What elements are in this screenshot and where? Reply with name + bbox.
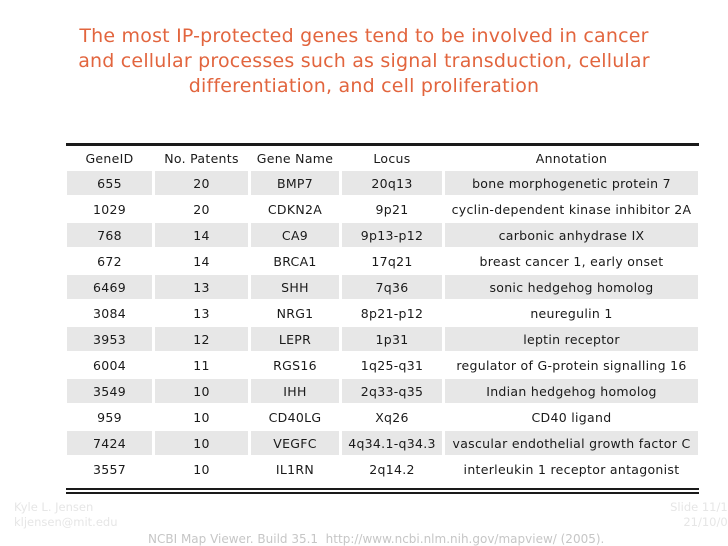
table-cell: 7424 <box>67 431 152 455</box>
table-cell: 20 <box>193 201 210 217</box>
table-cell: 9p13-p12 <box>342 223 442 247</box>
table-cell: CA9 <box>251 223 339 247</box>
table-cell: 20 <box>155 171 248 195</box>
citation-ncbi: NCBI Map Viewer. Build 35.1 http://www.n… <box>148 532 605 546</box>
table-cell: VEGFC <box>251 431 339 455</box>
table-cell: carbonic anhydrase IX <box>445 223 698 247</box>
table-cell: 9p21 <box>375 201 409 217</box>
table-row: 3953 12 LEPR 1p31 leptin receptor <box>67 327 698 351</box>
table-row: 959 10 CD40LG Xq26 CD40 ligand <box>67 405 698 429</box>
table-cell: 672 <box>97 253 122 269</box>
table-bottom-rule <box>66 488 699 494</box>
table-cell: IHH <box>251 379 339 403</box>
col-header-gene-name: Gene Name <box>256 151 334 166</box>
table-cell: sonic hedgehog homolog <box>445 275 698 299</box>
table-cell: neuregulin 1 <box>530 305 613 321</box>
table-cell: 13 <box>155 275 248 299</box>
table-cell: SHH <box>251 275 339 299</box>
table-cell: CD40LG <box>268 409 322 425</box>
table-cell: 10 <box>193 409 210 425</box>
table-cell: 1q25-q31 <box>360 357 424 373</box>
table-cell: regulator of G-protein signalling 16 <box>456 357 687 373</box>
col-header-annotation: Annotation <box>535 151 608 166</box>
table-cell: 10 <box>193 461 210 477</box>
table-cell: IL1RN <box>275 461 315 477</box>
author-email: kljensen@mit.edu <box>14 515 118 529</box>
title-line-3: differentiation, and cell proliferation <box>188 75 540 97</box>
table-cell: 14 <box>155 223 248 247</box>
col-header-locus: Locus <box>373 151 411 166</box>
table-cell: 959 <box>97 409 122 425</box>
table-cell: 2q14.2 <box>369 461 415 477</box>
table-cell: 8p21-p12 <box>360 305 424 321</box>
table-cell: leptin receptor <box>445 327 698 351</box>
table-row: 6469 13 SHH 7q36 sonic hedgehog homolog <box>67 275 698 299</box>
table-cell: 14 <box>193 253 210 269</box>
table-row: 672 14 BRCA1 17q21 breast cancer 1, early on… <box>67 249 698 273</box>
table-row: 6004 11 RGS16 1q25-q31 regulator of G-protei… <box>67 353 698 377</box>
table-row: 768 14 CA9 9p13-p12 carbonic anhydrase IX <box>67 223 698 247</box>
table-cell: 12 <box>155 327 248 351</box>
table-cell: 6469 <box>67 275 152 299</box>
table-cell: 10 <box>155 431 248 455</box>
table-cell: 17q21 <box>371 253 413 269</box>
table-cell: bone morphogenetic protein 7 <box>445 171 698 195</box>
slide-date: 21/10/05 <box>683 515 728 529</box>
table-cell: breast cancer 1, early onset <box>479 253 664 269</box>
table-row: 3084 13 NRG1 8p21-p12 neuregulin 1 <box>67 301 698 325</box>
table-cell: BRCA1 <box>273 253 317 269</box>
footer-author: Kyle L. Jensen kljensen@mit.edu <box>14 500 118 530</box>
table-cell: CDKN2A <box>267 201 323 217</box>
col-header-geneid: GeneID <box>85 151 134 166</box>
table-row: 7424 10 VEGFC 4q34.1-q34.3 vascular endothel… <box>67 431 698 455</box>
table-row: 3557 10 IL1RN 2q14.2 interleukin 1 receptor … <box>67 457 698 481</box>
footer-slide-info: Slide 11/17 21/10/05 <box>670 500 728 530</box>
table-cell: 1p31 <box>342 327 442 351</box>
table-cell: 3953 <box>67 327 152 351</box>
table-cell: 13 <box>193 305 210 321</box>
title-line-2: and cellular processes such as signal tr… <box>78 50 650 72</box>
table-cell: 1029 <box>92 201 126 217</box>
table-cell: 2q33-q35 <box>342 379 442 403</box>
slide-number: Slide 11/17 <box>670 500 728 514</box>
table-cell: 3557 <box>92 461 126 477</box>
table-cell: cyclin-dependent kinase inhibitor 2A <box>451 201 692 217</box>
table-cell: RGS16 <box>273 357 317 373</box>
col-header-no-patents: No. Patents <box>164 151 239 166</box>
table-cell: 10 <box>155 379 248 403</box>
table-body: 655 20 BMP7 20q13 bone morphogenetic protein… <box>67 171 698 481</box>
table-row: 3549 10 IHH 2q33-q35 Indian hedgehog homolog <box>67 379 698 403</box>
gene-table: GeneID No. Patents Gene Name Locus Annot… <box>64 146 701 483</box>
slide-title: The most IP-protected genes tend to be i… <box>0 24 728 99</box>
table-cell: Xq26 <box>375 409 409 425</box>
footer-citations: NCBI Map Viewer. Build 35.1 http://www.n… <box>148 499 669 546</box>
author-name: Kyle L. Jensen <box>14 500 94 514</box>
table-top-rule <box>66 143 699 146</box>
title-line-1: The most IP-protected genes tend to be i… <box>79 25 649 47</box>
table-cell: LEPR <box>251 327 339 351</box>
table-cell: 655 <box>67 171 152 195</box>
table-cell: BMP7 <box>251 171 339 195</box>
table-cell: 7q36 <box>342 275 442 299</box>
table-cell: 20q13 <box>342 171 442 195</box>
table-cell: CD40 ligand <box>531 409 612 425</box>
table-cell: 768 <box>67 223 152 247</box>
table-cell: 3084 <box>92 305 126 321</box>
table-cell: Indian hedgehog homolog <box>445 379 698 403</box>
table-cell: 3549 <box>67 379 152 403</box>
table-row: 1029 20 CDKN2A 9p21 cyclin-dependent kinase … <box>67 197 698 221</box>
table-cell: NRG1 <box>276 305 314 321</box>
table-cell: interleukin 1 receptor antagonist <box>463 461 680 477</box>
table-cell: 11 <box>193 357 210 373</box>
table-cell: 6004 <box>92 357 126 373</box>
table-cell: vascular endothelial growth factor C <box>445 431 698 455</box>
table-cell: 4q34.1-q34.3 <box>342 431 442 455</box>
table-row: 655 20 BMP7 20q13 bone morphogenetic protein… <box>67 171 698 195</box>
table-header-row: GeneID No. Patents Gene Name Locus Annot… <box>67 148 698 169</box>
